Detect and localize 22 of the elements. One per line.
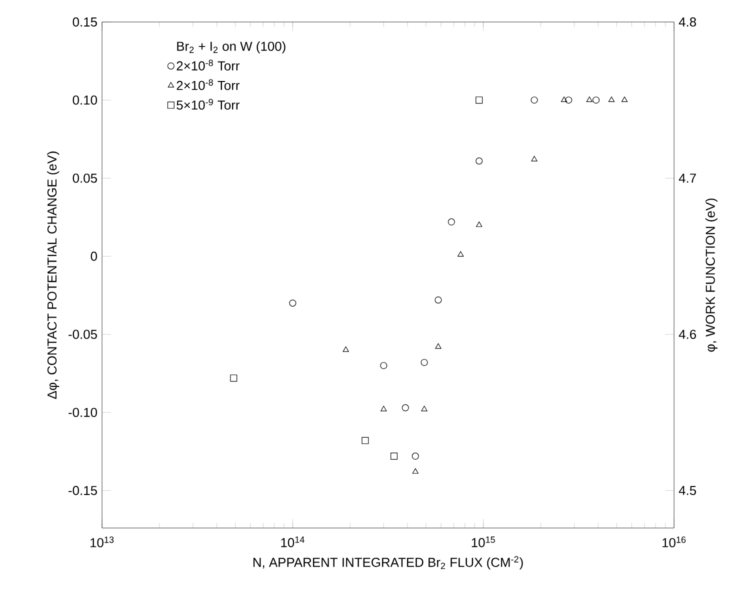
y-axis-title: Δφ, CONTACT POTENTIAL CHANGE (eV) [47,152,60,399]
y2-tick-label: 4.5 [678,486,696,496]
x-axis-title: N, APPARENT INTEGRATED Br$_{2}$ FLUX (CM$^{-2}$) [253,556,523,570]
x-tick-label: 10$^{13}$ [90,536,114,548]
y-tick-label: -0.15 [68,486,97,496]
x-tick-label: 10$^{16}$ [662,536,686,548]
y2-tick-label: 4.8 [678,17,696,27]
legend-label: 2×10$^{-8}$ Torr [176,60,240,70]
y2-tick-label: 4.7 [678,174,696,183]
legend-title: Br$_{2}$ + I$_{2}$ on W (100) [177,41,286,54]
legend-label: 5×10$^{-9}$ Torr [176,98,240,110]
y2-axis-title: φ, WORK FUNCTION (eV) [705,198,718,352]
legend-label: 2×10$^{-8}$ Torr [176,79,240,90]
y-tick-label: 0 [90,252,98,261]
y-tick-label: 0.15 [72,17,97,27]
y-tick-label: 0.05 [72,174,97,183]
y2-tick-label: 4.6 [678,330,696,339]
y-tick-label: -0.05 [68,330,97,339]
y-tick-label: -0.10 [68,408,98,418]
x-tick-label: 10$^{14}$ [281,536,304,548]
y-tick-label: 0.10 [72,95,98,105]
x-tick-label: 10$^{15}$ [472,536,495,548]
